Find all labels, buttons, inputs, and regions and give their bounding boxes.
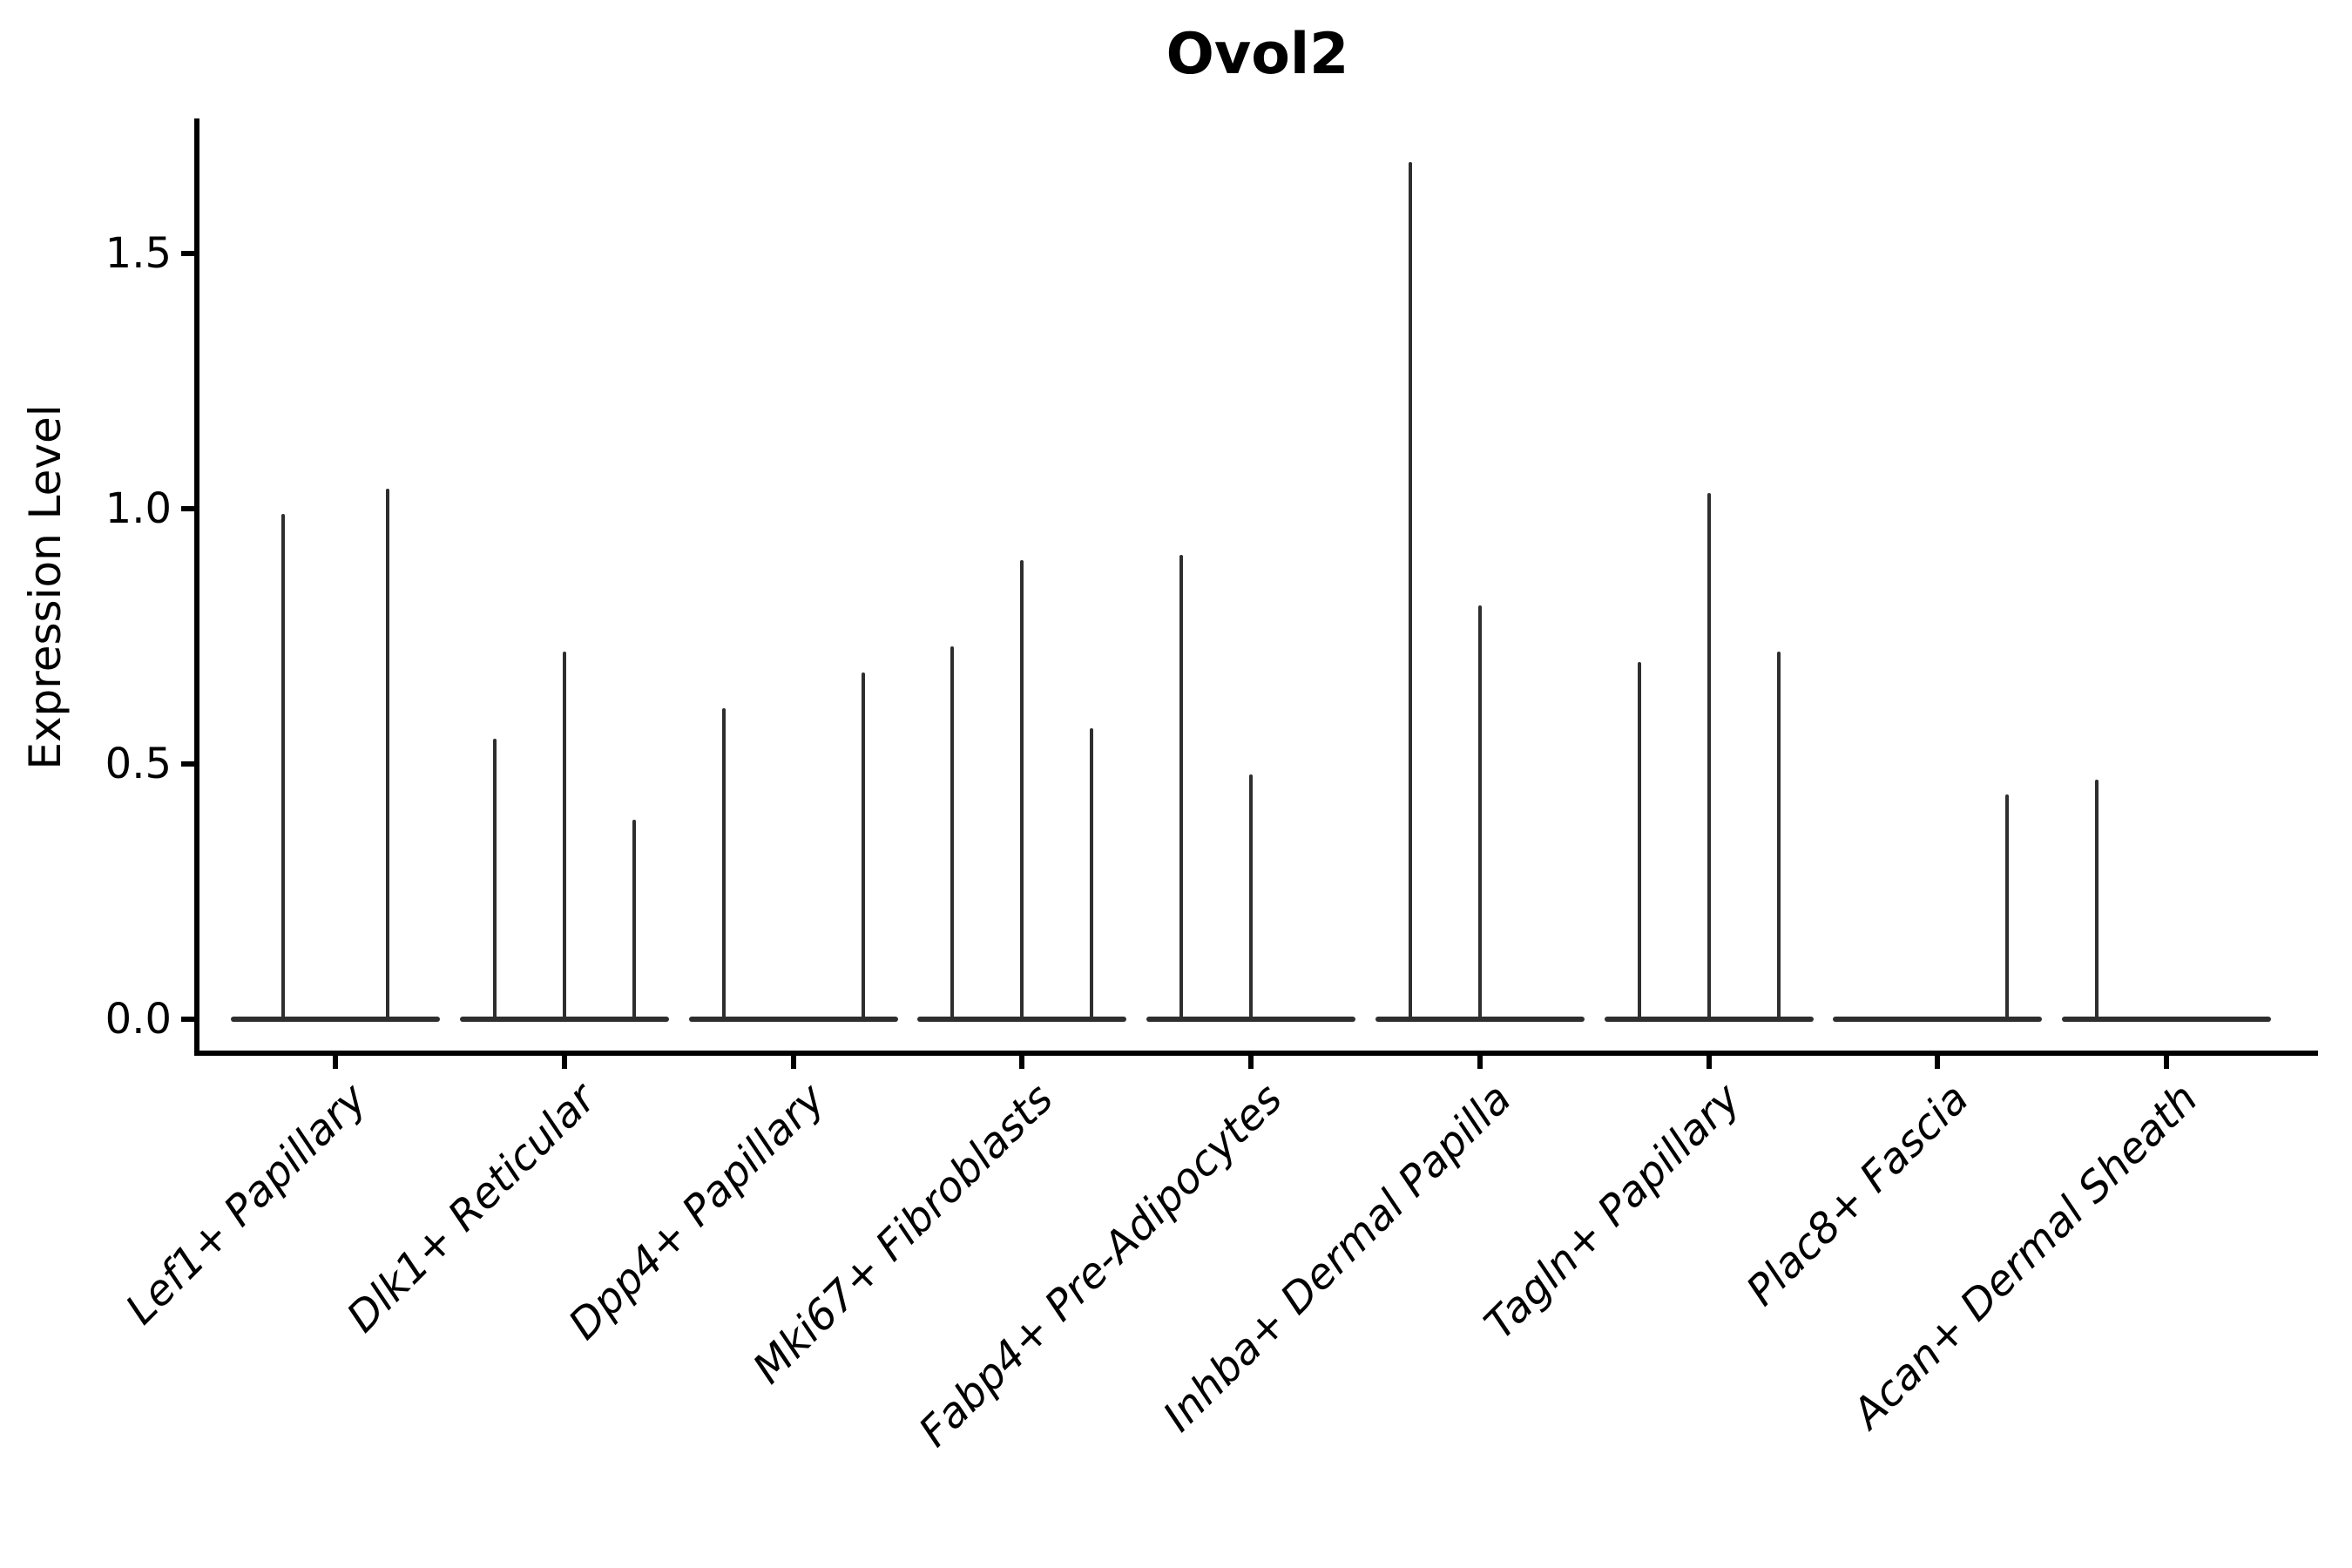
- x-tick-label: Dpp4+ Papillary: [558, 1074, 835, 1349]
- x-tick-mark: [1935, 1056, 1941, 1069]
- x-tick-mark: [333, 1056, 338, 1069]
- violin-baseline: [688, 1017, 898, 1022]
- violin-spike: [1249, 774, 1253, 1022]
- violin-spike: [1637, 661, 1641, 1022]
- violin-spike: [632, 820, 636, 1022]
- x-axis-spine: [194, 1051, 2318, 1056]
- violin-spike: [861, 672, 865, 1022]
- x-tick-mark: [561, 1056, 567, 1069]
- y-tick-label: 1.5: [105, 229, 172, 278]
- violin-spike: [1707, 493, 1711, 1022]
- violin-spike: [281, 513, 285, 1022]
- violin-spike: [1179, 554, 1183, 1022]
- x-tick-mark: [1248, 1056, 1254, 1069]
- x-tick-label: Tagln+ Papillary: [1475, 1074, 1750, 1349]
- y-axis-spine: [194, 118, 199, 1056]
- x-tick-label: Lef1+ Papillary: [116, 1074, 376, 1335]
- violin-spike: [1477, 605, 1482, 1022]
- violin-spike: [492, 738, 497, 1022]
- y-tick-mark: [181, 1017, 194, 1022]
- x-tick-mark: [2164, 1056, 2169, 1069]
- violin-spike: [721, 707, 726, 1022]
- x-tick-label: Plac8+ Fascia: [1737, 1074, 1979, 1315]
- violin-spike: [1408, 161, 1412, 1022]
- y-tick-mark: [181, 506, 194, 511]
- plot-title: Ovol2: [1166, 22, 1349, 87]
- y-tick-mark: [181, 761, 194, 767]
- violin-spike: [1090, 727, 1094, 1022]
- y-tick-mark: [181, 251, 194, 256]
- y-tick-label: 0.0: [105, 995, 172, 1044]
- x-tick-mark: [790, 1056, 796, 1069]
- y-axis-label: Expression Level: [20, 404, 71, 770]
- x-tick-mark: [1477, 1056, 1483, 1069]
- y-tick-label: 0.5: [105, 740, 172, 788]
- violin-spike: [562, 652, 566, 1022]
- x-tick-mark: [1706, 1056, 1712, 1069]
- violin-spike: [2095, 779, 2099, 1022]
- x-tick-label: Dlk1+ Reticular: [337, 1074, 605, 1342]
- x-tick-mark: [1019, 1056, 1025, 1069]
- violin-spike: [1776, 652, 1781, 1022]
- violin-spike: [386, 488, 389, 1022]
- violin-spike: [1020, 559, 1024, 1022]
- violin-spike: [950, 646, 955, 1022]
- y-tick-label: 1.0: [105, 484, 172, 533]
- violin-baseline: [231, 1017, 440, 1022]
- violin-baseline: [2062, 1017, 2271, 1022]
- violin-baseline: [1833, 1017, 2043, 1022]
- violin-spike: [2005, 794, 2010, 1022]
